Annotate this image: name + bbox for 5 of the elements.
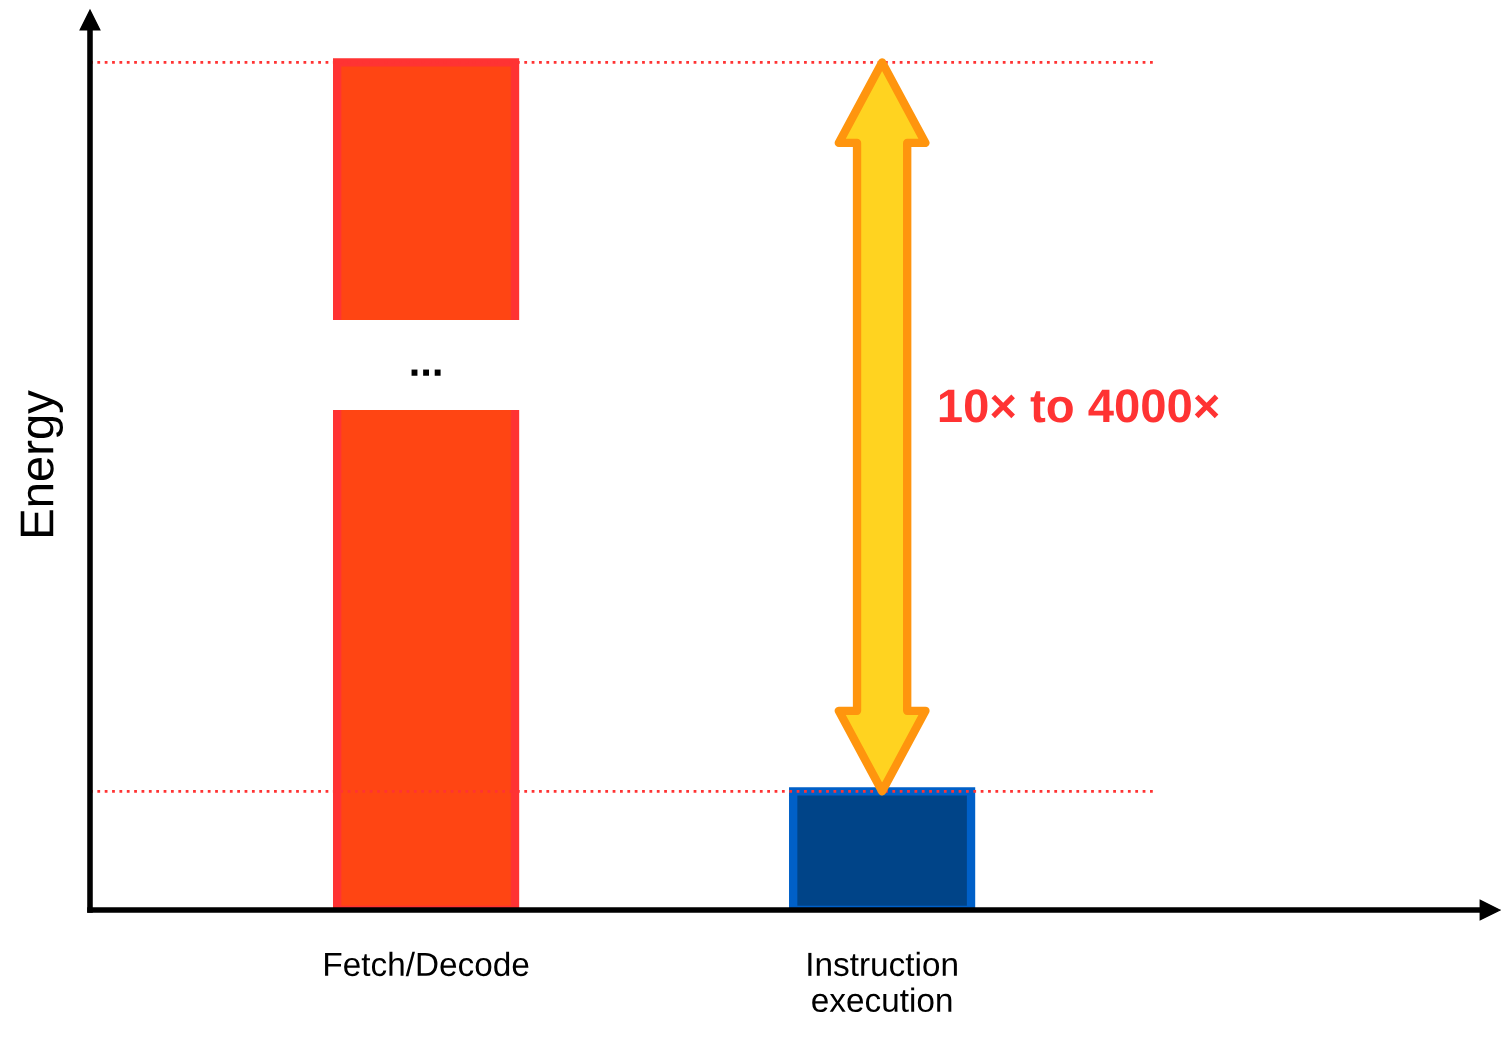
- annotation: 10× to 4000×: [939, 389, 1219, 423]
- annotation: ...: [411, 369, 441, 376]
- y-axis-title: Energy: [20, 390, 64, 536]
- x-tick-label: Fetch/Decode: [325, 951, 529, 977]
- x-tick-label: Instruction execution: [808, 951, 957, 1013]
